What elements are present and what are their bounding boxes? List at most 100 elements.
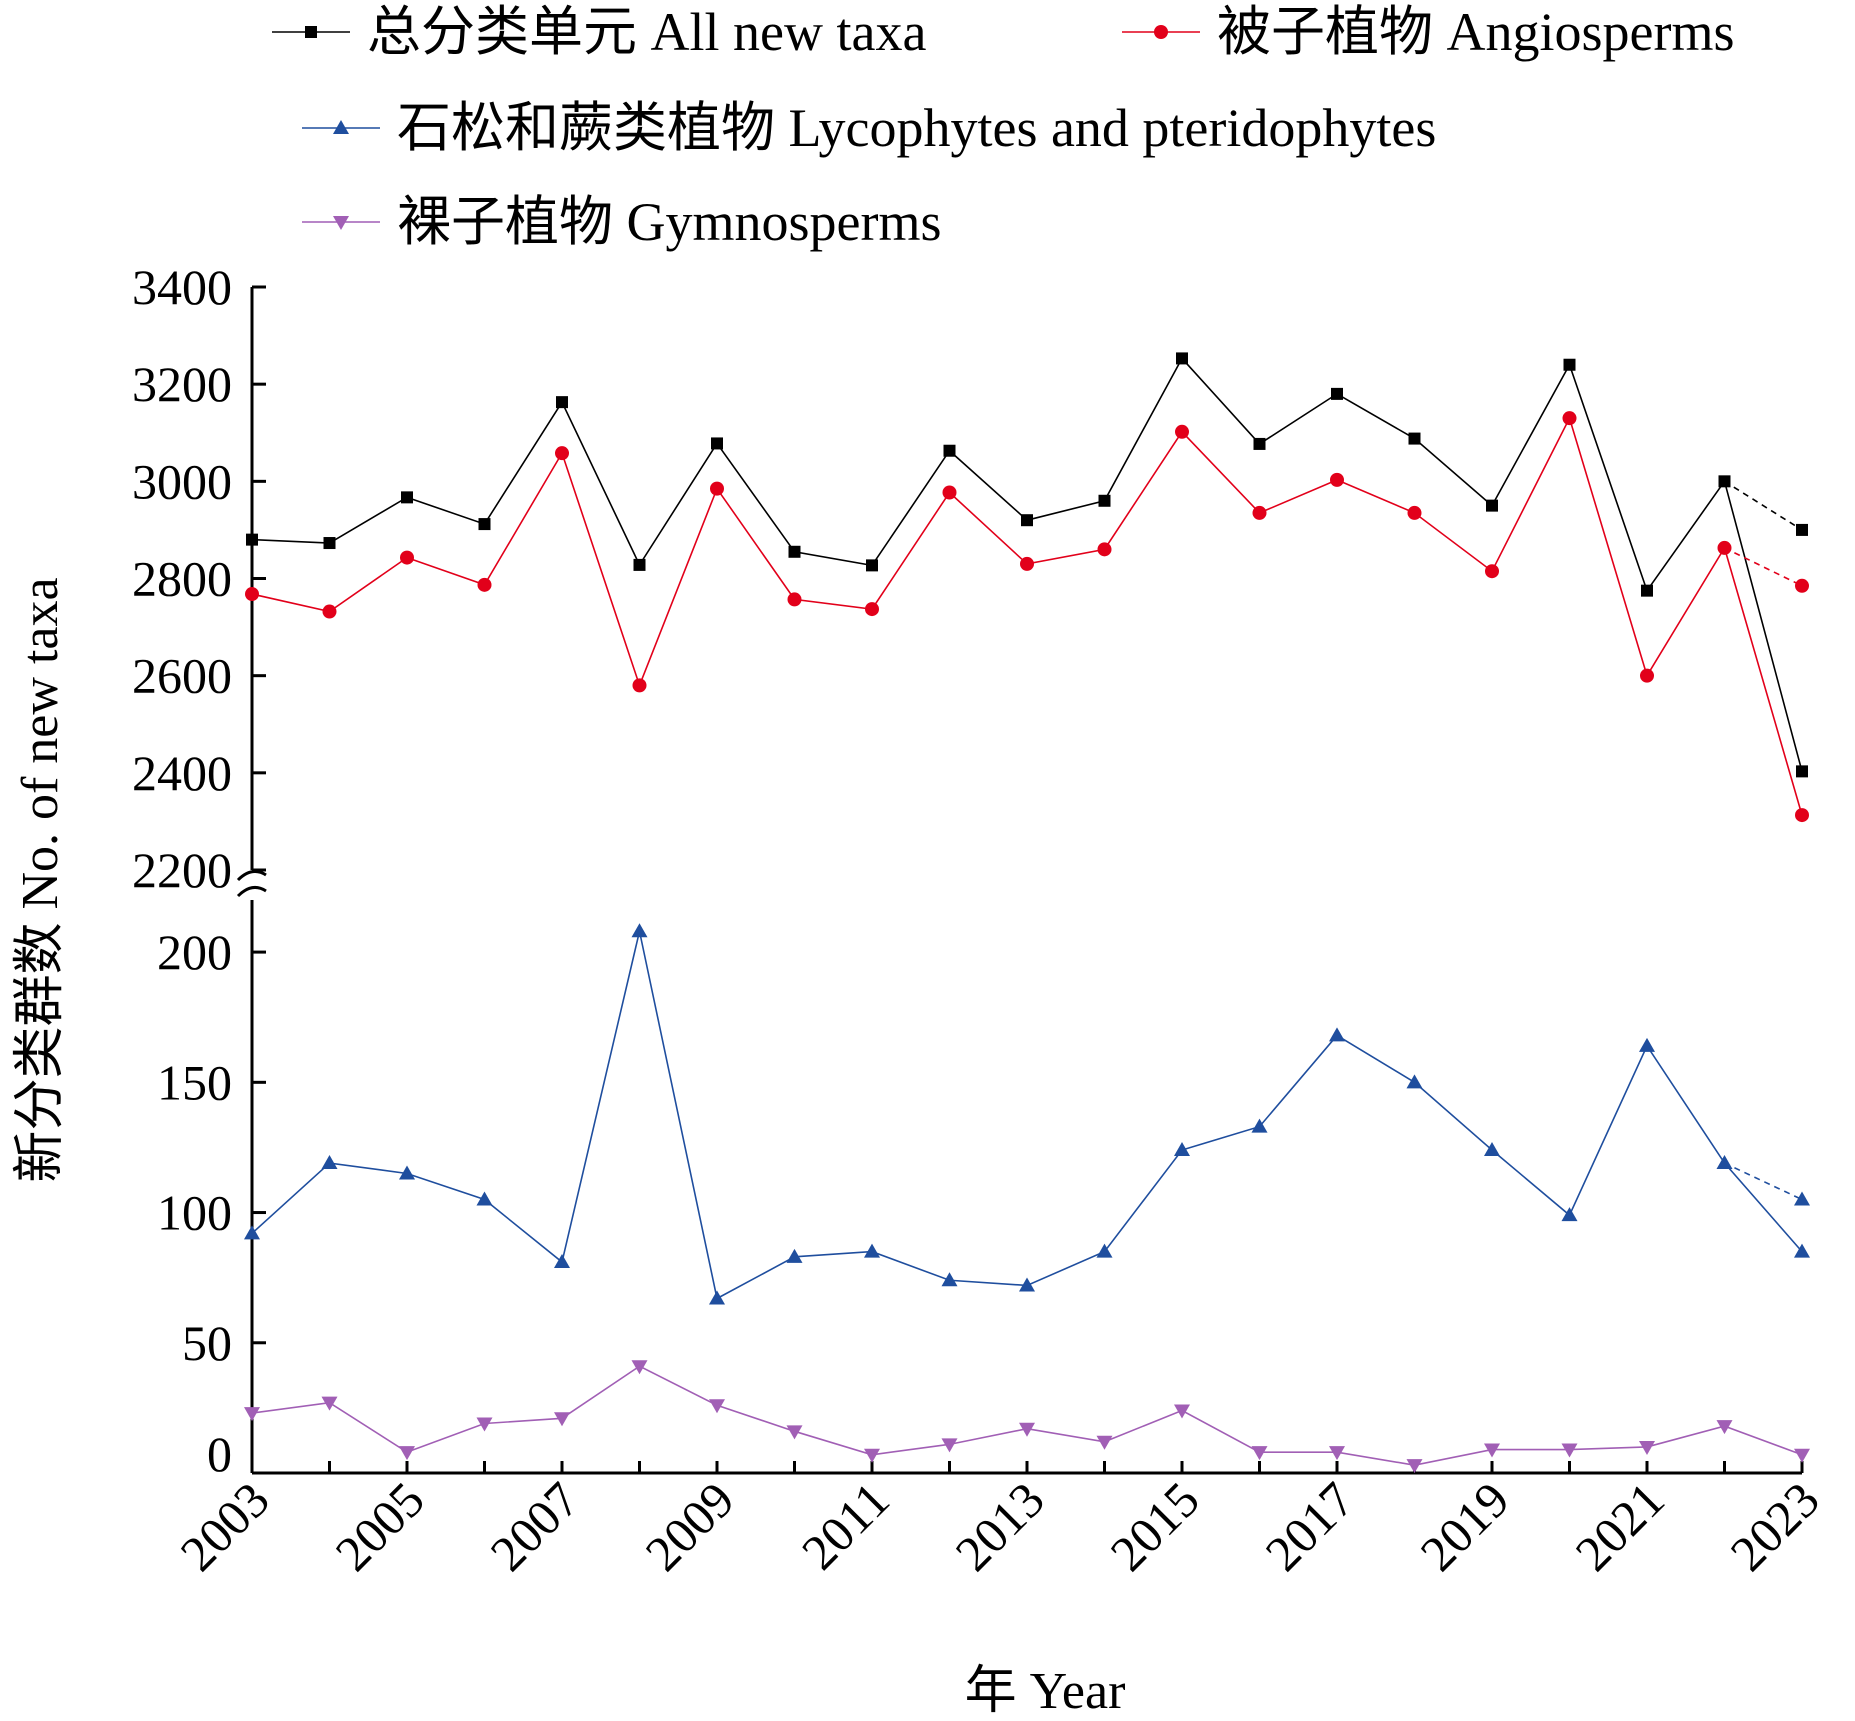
data-point (476, 1191, 493, 1206)
y-tick-label: 2600 (132, 648, 232, 704)
data-point (400, 550, 414, 565)
data-point (1486, 499, 1498, 512)
x-tick-label: 2015 (1099, 1471, 1209, 1581)
data-point (333, 120, 349, 134)
data-point (1718, 475, 1731, 488)
data-point (1795, 808, 1809, 823)
data-point (1796, 523, 1808, 536)
data-point (1097, 542, 1112, 557)
data-point (1794, 1191, 1810, 1206)
data-point (941, 1438, 958, 1453)
data-point (1251, 1446, 1268, 1461)
x-tick-label: 2007 (479, 1471, 589, 1581)
data-point (305, 26, 317, 38)
axes (236, 287, 1802, 1475)
data-point (1331, 387, 1343, 400)
x-tick-label: 2011 (791, 1471, 900, 1580)
data-point (1253, 437, 1266, 450)
data-point (1175, 424, 1189, 439)
data-point (1020, 556, 1034, 571)
series-line (251, 931, 1803, 1300)
data-point (477, 577, 492, 592)
x-tick-label: 2005 (324, 1471, 434, 1581)
legend-label: 被子植物 Angiosperms (1217, 2, 1734, 62)
data-point (555, 446, 569, 461)
x-tick-label: 2019 (1409, 1471, 1519, 1581)
y-tick-label: 2400 (132, 745, 232, 801)
legend: 总分类单元 All new taxa 被子植物 Angiosperms 石松和蕨类植… (272, 2, 1734, 252)
data-point (1406, 1459, 1423, 1474)
x-tick-label: 2013 (944, 1471, 1054, 1581)
data-point (866, 559, 878, 572)
data-point (632, 678, 647, 693)
data-point (1640, 668, 1654, 683)
data-point (399, 1165, 415, 1180)
data-point (1251, 1118, 1268, 1133)
series-3 (244, 1360, 1810, 1474)
x-tick-label: 2003 (169, 1471, 279, 1581)
data-point (864, 1243, 880, 1258)
x-tick-label: 2023 (1719, 1471, 1829, 1581)
y-tick-label: 2200 (132, 842, 232, 898)
data-point (1563, 358, 1576, 371)
y-tick-label: 3000 (132, 453, 232, 509)
data-point (711, 437, 723, 450)
data-point (865, 602, 879, 617)
data-point (1252, 505, 1267, 520)
data-point (864, 1448, 880, 1463)
data-point (1407, 505, 1422, 520)
data-point (1329, 1027, 1345, 1042)
data-point (1639, 1440, 1655, 1455)
data-point (1019, 1277, 1035, 1292)
y-tick-label: 3400 (132, 259, 232, 315)
legend-item: 被子植物 Angiosperms (1122, 2, 1734, 62)
data-point (1716, 1420, 1733, 1435)
data-point (709, 1399, 725, 1414)
data-point (244, 1225, 260, 1240)
data-point (322, 604, 337, 619)
legend-item: 裸子植物 Gymnosperms (302, 192, 941, 252)
data-point (631, 923, 648, 938)
data-point (1174, 1142, 1190, 1157)
data-point (1329, 1446, 1345, 1461)
data-point (943, 444, 956, 457)
data-point (786, 1425, 803, 1440)
data-point (1716, 1155, 1733, 1170)
data-point (631, 1360, 648, 1375)
data-point (401, 491, 413, 504)
data-point (399, 1446, 415, 1461)
x-axis-title: 年 Year (965, 1663, 1126, 1720)
series-layer (244, 352, 1810, 1474)
data-point (244, 1407, 260, 1422)
y-tick-label: 2800 (132, 551, 232, 607)
series-dashed-segment (1724, 547, 1803, 587)
data-point (942, 485, 957, 500)
y-tick-label: 200 (157, 924, 232, 980)
y-tick-label: 150 (157, 1054, 232, 1110)
data-point (1154, 25, 1168, 39)
y-ticks-lower: 0 50 100 150 200 (157, 924, 266, 1482)
data-point (1098, 494, 1111, 507)
x-tick-label: 2021 (1564, 1471, 1674, 1581)
x-ticks: 2003 2005 2007 2009 2011 2013 2015 2017 2019 2021… (169, 1461, 1830, 1581)
y-tick-label: 100 (157, 1185, 232, 1241)
data-point (1408, 432, 1421, 445)
data-point (941, 1272, 958, 1287)
data-point (478, 518, 491, 531)
series-line (251, 416, 1803, 816)
data-point (323, 537, 336, 550)
data-point (1562, 411, 1577, 426)
data-point (1176, 352, 1188, 365)
data-point (556, 396, 568, 409)
axis-break-mark (236, 869, 267, 898)
y-tick-label: 0 (207, 1426, 232, 1482)
data-point (245, 587, 259, 602)
data-point (1096, 1435, 1113, 1450)
data-point (1406, 1074, 1423, 1089)
data-point (1484, 1443, 1500, 1458)
data-point (1485, 564, 1499, 579)
data-point (1796, 765, 1808, 778)
legend-item: 总分类单元 All new taxa (272, 2, 926, 62)
data-point (710, 481, 724, 496)
